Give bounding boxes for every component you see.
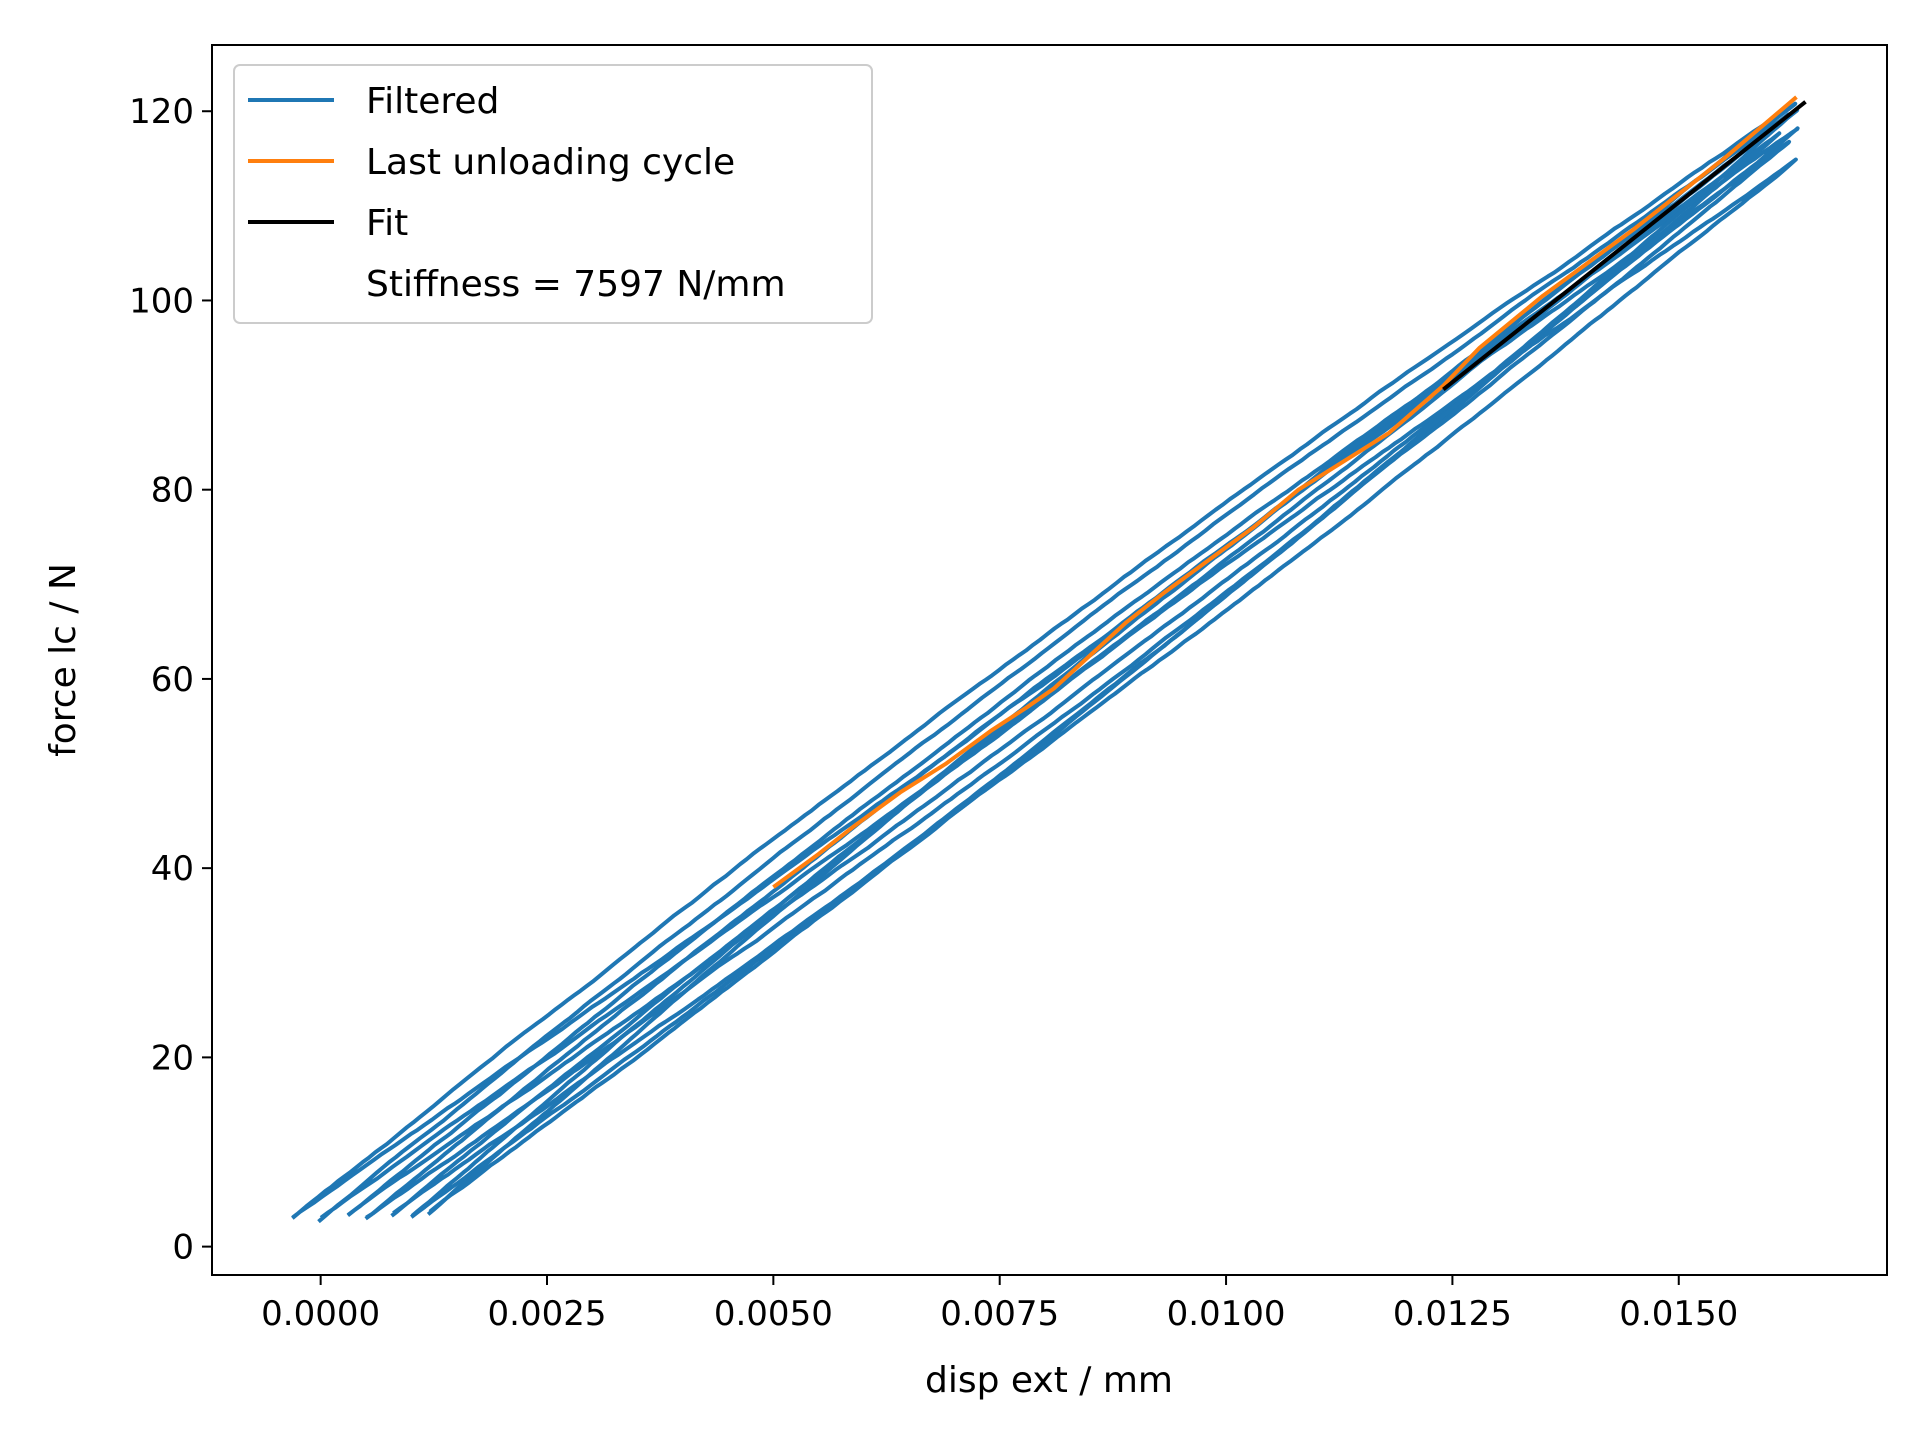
filtered-cycle-line (410, 131, 1782, 1219)
x-axis-ticks: 0.0000 0.0025 0.0050 0.0075 0.0100 0.0125 0.01… (261, 1275, 1738, 1334)
filtered-cycle-line (291, 101, 1798, 1220)
legend: Filtered Last unloading cycle Fit Stiffn… (233, 64, 873, 324)
legend-stiffness-annotation: Stiffness = 7597 N/mm (366, 264, 786, 305)
fit-line (1442, 100, 1807, 391)
x-tick-label: 0.0000 (261, 1294, 380, 1334)
x-axis-label: disp ext / mm (925, 1360, 1173, 1401)
x-tick-label: 0.0075 (940, 1294, 1059, 1334)
y-axis-label: force lc / N (43, 563, 84, 757)
y-tick-label: 100 (129, 281, 194, 321)
x-tick-label: 0.0025 (488, 1294, 607, 1334)
series-layer (291, 95, 1807, 1224)
legend-label-filtered: Filtered (366, 81, 499, 122)
y-tick-label: 60 (151, 660, 194, 700)
x-tick-label: 0.0125 (1393, 1294, 1512, 1334)
y-tick-label: 20 (151, 1038, 194, 1078)
x-tick-label: 0.0150 (1619, 1294, 1738, 1334)
legend-box (233, 64, 873, 324)
x-tick-label: 0.0050 (714, 1294, 833, 1334)
plot-frame (211, 44, 1888, 1276)
y-tick-label: 0 (172, 1228, 194, 1268)
y-tick-label: 80 (151, 471, 194, 511)
legend-label-last-unloading: Last unloading cycle (366, 142, 735, 183)
legend-label-fit: Fit (366, 203, 408, 244)
filtered-cycle-line (346, 126, 1800, 1217)
y-tick-label: 40 (151, 849, 194, 889)
last-unloading-cycle-line (772, 95, 1798, 889)
y-tick-label: 120 (129, 92, 194, 132)
x-tick-label: 0.0100 (1167, 1294, 1286, 1334)
y-axis-ticks: 0 20 40 60 80 100 120 (129, 92, 212, 1268)
